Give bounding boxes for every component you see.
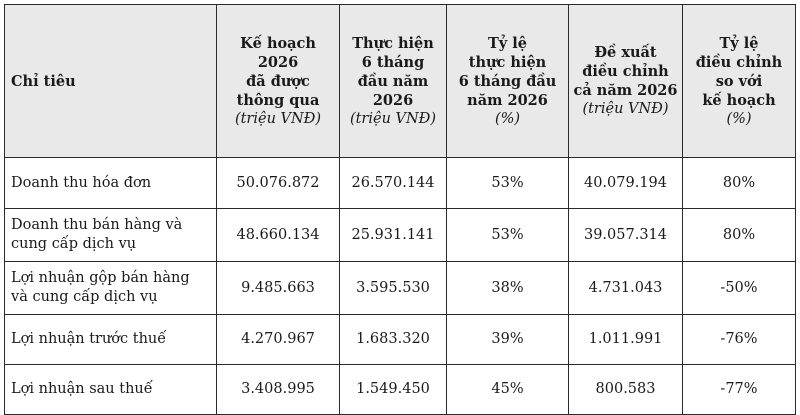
- row-label: Lợi nhuận gộp bán hàng và cung cấp dịch …: [4, 261, 217, 315]
- table-header-row: Chỉ tiêu Kế hoạch 2026 đã được thông qua…: [4, 4, 796, 158]
- cell-plan: 4.270.967: [216, 314, 340, 365]
- cell-rate: 53%: [446, 157, 569, 209]
- header-text-line: điều chỉnh: [695, 53, 783, 71]
- cell-proposal: 39.057.314: [568, 208, 683, 262]
- cell-adjust: -77%: [682, 364, 796, 415]
- row-label-line: cung cấp dịch vụ: [11, 236, 137, 252]
- cell-adjust: -50%: [682, 261, 796, 315]
- header-text-line: Kế hoạch: [240, 34, 316, 52]
- cell-rate: 53%: [446, 208, 569, 262]
- header-adjustment-rate: Tỷ lệ điều chỉnh so với kế hoạch (%): [682, 4, 796, 158]
- cell-adjust: 80%: [682, 157, 796, 209]
- header-text-line: điều chỉnh: [582, 63, 669, 80]
- cell-proposal: 800.583: [568, 364, 683, 415]
- header-text-line: cả năm 2026: [573, 82, 678, 99]
- cell-rate: 39%: [446, 314, 569, 365]
- row-label-line: Doanh thu hóa đơn: [11, 174, 152, 191]
- header-text-line: năm 2026: [467, 91, 548, 109]
- row-label-line: Lợi nhuận trước thuế: [11, 331, 167, 347]
- row-label-line: Lợi nhuận gộp bán hàng: [11, 270, 190, 286]
- header-text-line: đã được: [246, 72, 310, 90]
- cell-actual: 26.570.144: [339, 157, 447, 209]
- header-text-line: Tỷ lệ: [488, 34, 527, 52]
- header-text-line: 2026: [372, 91, 414, 109]
- cell-actual: 25.931.141: [339, 208, 447, 262]
- cell-actual: 1.549.450: [339, 364, 447, 415]
- cell-actual: 1.683.320: [339, 314, 447, 365]
- header-unit: (triệu VNĐ): [582, 101, 669, 117]
- financial-plan-table: Chỉ tiêu Kế hoạch 2026 đã được thông qua…: [4, 4, 796, 415]
- row-label: Doanh thu hóa đơn: [4, 157, 217, 209]
- cell-plan: 48.660.134: [216, 208, 340, 262]
- header-unit: (triệu VNĐ): [349, 110, 437, 127]
- cell-plan: 9.485.663: [216, 261, 340, 315]
- table-row: Lợi nhuận gộp bán hàng và cung cấp dịch …: [4, 261, 796, 315]
- row-label-line: Lợi nhuận sau thuế: [11, 381, 153, 397]
- row-label: Doanh thu bán hàng và cung cấp dịch vụ: [4, 208, 217, 262]
- cell-actual: 3.595.530: [339, 261, 447, 315]
- header-text-line: so với: [715, 72, 763, 90]
- header-plan-2026: Kế hoạch 2026 đã được thông qua (triệu V…: [216, 4, 340, 158]
- cell-proposal: 40.079.194: [568, 157, 683, 209]
- row-label-line: Doanh thu bán hàng và: [11, 217, 183, 233]
- header-text-line: đầu năm: [357, 72, 429, 90]
- header-text-line: Tỷ lệ: [719, 34, 759, 52]
- header-text-line: 6 tháng: [361, 53, 425, 71]
- header-completion-rate: Tỷ lệ thực hiện 6 tháng đầu năm 2026 (%): [446, 4, 569, 158]
- header-text-line: kế hoạch: [702, 91, 776, 109]
- header-proposed-adjustment: Đề xuất điều chỉnh cả năm 2026 (triệu VN…: [568, 4, 683, 158]
- table-row: Doanh thu bán hàng và cung cấp dịch vụ 4…: [4, 208, 796, 262]
- table-row: Doanh thu hóa đơn 50.076.872 26.570.144 …: [4, 157, 796, 209]
- header-unit: (%): [494, 110, 521, 127]
- table-row: Lợi nhuận sau thuế 3.408.995 1.549.450 4…: [4, 364, 796, 415]
- row-label: Lợi nhuận sau thuế: [4, 364, 217, 415]
- cell-adjust: -76%: [682, 314, 796, 365]
- cell-plan: 3.408.995: [216, 364, 340, 415]
- header-actual-6-months: Thực hiện 6 tháng đầu năm 2026 (triệu VN…: [339, 4, 447, 158]
- header-indicator: Chỉ tiêu: [4, 4, 217, 158]
- cell-proposal: 4.731.043: [568, 261, 683, 315]
- cell-plan: 50.076.872: [216, 157, 340, 209]
- row-label-line: và cung cấp dịch vụ: [11, 289, 158, 305]
- table-row: Lợi nhuận trước thuế 4.270.967 1.683.320…: [4, 314, 796, 365]
- header-text-line: thông qua: [236, 91, 320, 109]
- header-unit: (triệu VNĐ): [234, 110, 322, 127]
- header-text-line: Thực hiện: [352, 34, 434, 52]
- row-label: Lợi nhuận trước thuế: [4, 314, 217, 365]
- header-text-line: 2026: [257, 53, 299, 71]
- cell-rate: 45%: [446, 364, 569, 415]
- header-text-line: 6 tháng đầu: [458, 72, 557, 90]
- cell-proposal: 1.011.991: [568, 314, 683, 365]
- header-unit: (%): [726, 110, 752, 127]
- header-text-line: Đề xuất: [594, 44, 657, 61]
- cell-rate: 38%: [446, 261, 569, 315]
- header-text-line: thực hiện: [468, 53, 547, 71]
- cell-adjust: 80%: [682, 208, 796, 262]
